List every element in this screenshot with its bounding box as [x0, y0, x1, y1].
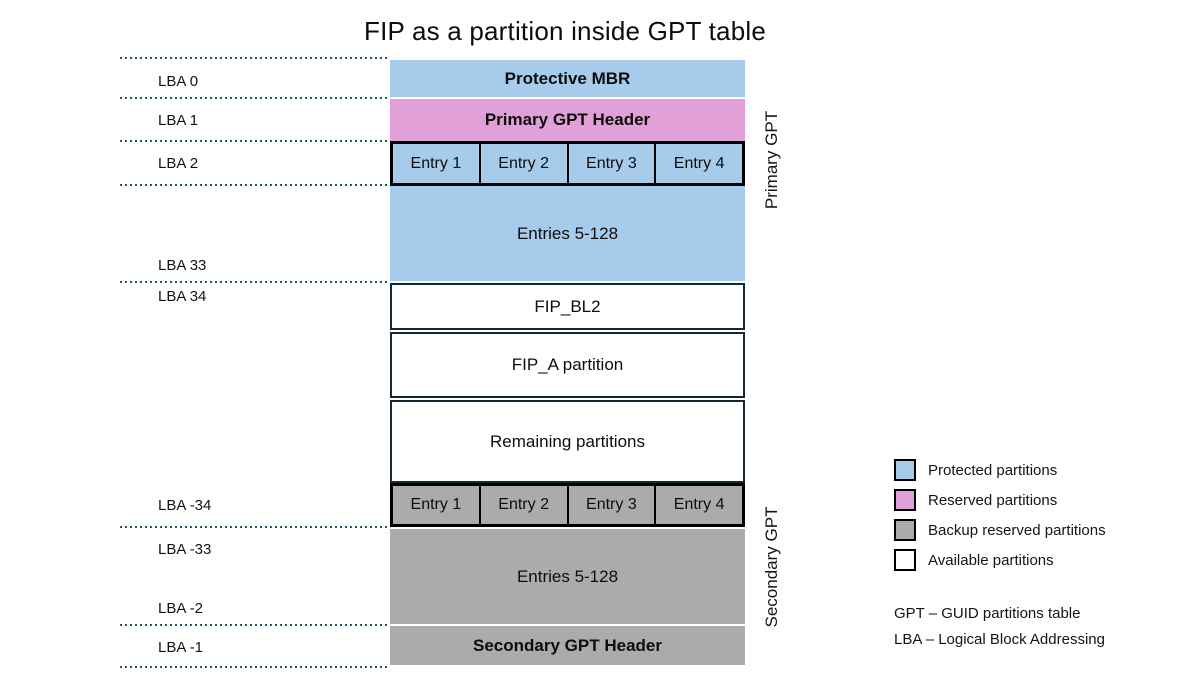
note-lba: LBA – Logical Block Addressing — [894, 631, 1105, 648]
legend-item-reserved: Reserved partitions — [894, 489, 1106, 511]
primary-entry-row: Entry 1 Entry 2 Entry 3 Entry 4 — [390, 141, 745, 186]
dotted-separator — [120, 666, 388, 668]
reserved-color-swatch — [894, 489, 916, 511]
legend-label: Backup reserved partitions — [928, 521, 1106, 539]
block-remaining-partitions: Remaining partitions — [390, 400, 745, 483]
lba-label-m33: LBA -33 — [158, 541, 212, 558]
dotted-separator — [120, 97, 388, 99]
dotted-separator — [120, 624, 388, 626]
primary-gpt-side-label: Primary GPT — [762, 110, 781, 210]
block-secondary-entries-5-128: Entries 5-128 — [390, 529, 745, 624]
legend-label: Protected partitions — [928, 461, 1058, 479]
legend-item-protected: Protected partitions — [894, 459, 1106, 481]
lba-label-34: LBA 34 — [158, 288, 207, 305]
block-protective-mbr: Protective MBR — [390, 60, 745, 97]
lba-label-m2: LBA -2 — [158, 600, 204, 617]
note-gpt: GPT – GUID partitions table — [894, 605, 1081, 622]
block-primary-entries-5-128: Entries 5-128 — [390, 186, 745, 281]
primary-entry-1: Entry 1 — [410, 154, 462, 172]
primary-entry-3: Entry 3 — [566, 144, 655, 183]
lba-label-m34: LBA -34 — [158, 497, 212, 514]
legend-label: Reserved partitions — [928, 491, 1058, 509]
secondary-entry-3: Entry 3 — [566, 486, 655, 524]
dotted-separator — [120, 281, 388, 283]
legend-label: Available partitions — [928, 551, 1054, 569]
diagram-title: FIP as a partition inside GPT table — [363, 16, 767, 46]
secondary-entry-4: Entry 4 — [654, 486, 742, 524]
lba-label-33: LBA 33 — [158, 257, 207, 274]
dotted-separator — [120, 140, 388, 142]
dotted-separator — [120, 526, 388, 528]
legend: Protected partitions Reserved partitions… — [894, 459, 1106, 579]
block-fip-a-partition: FIP_A partition — [390, 332, 745, 398]
protected-color-swatch — [894, 459, 916, 481]
abbreviation-notes: GPT – GUID partitions table LBA – Logica… — [894, 601, 1105, 653]
lba-label-m1: LBA -1 — [158, 639, 204, 656]
block-primary-gpt-header: Primary GPT Header — [390, 99, 745, 141]
backup-color-swatch — [894, 519, 916, 541]
dotted-separator — [120, 184, 388, 186]
block-fip-bl2: FIP_BL2 — [390, 283, 745, 330]
secondary-entry-1: Entry 1 — [410, 496, 462, 513]
block-secondary-gpt-header: Secondary GPT Header — [390, 626, 745, 665]
secondary-gpt-side-label: Secondary GPT — [762, 506, 781, 628]
partition-stack: Protective MBR Primary GPT Header Entry … — [390, 60, 745, 666]
lba-label-2: LBA 2 — [158, 155, 199, 172]
secondary-entry-row: Entry 1 Entry 2 Entry 3 Entry 4 — [390, 483, 745, 527]
primary-entry-4: Entry 4 — [654, 144, 742, 183]
lba-label-1: LBA 1 — [158, 112, 199, 129]
primary-entry-2: Entry 2 — [478, 144, 567, 183]
legend-item-available: Available partitions — [894, 549, 1106, 571]
available-color-swatch — [894, 549, 916, 571]
lba-label-0: LBA 0 — [158, 73, 199, 90]
dotted-separator — [120, 57, 388, 59]
legend-item-backup: Backup reserved partitions — [894, 519, 1106, 541]
secondary-entry-2: Entry 2 — [478, 486, 567, 524]
